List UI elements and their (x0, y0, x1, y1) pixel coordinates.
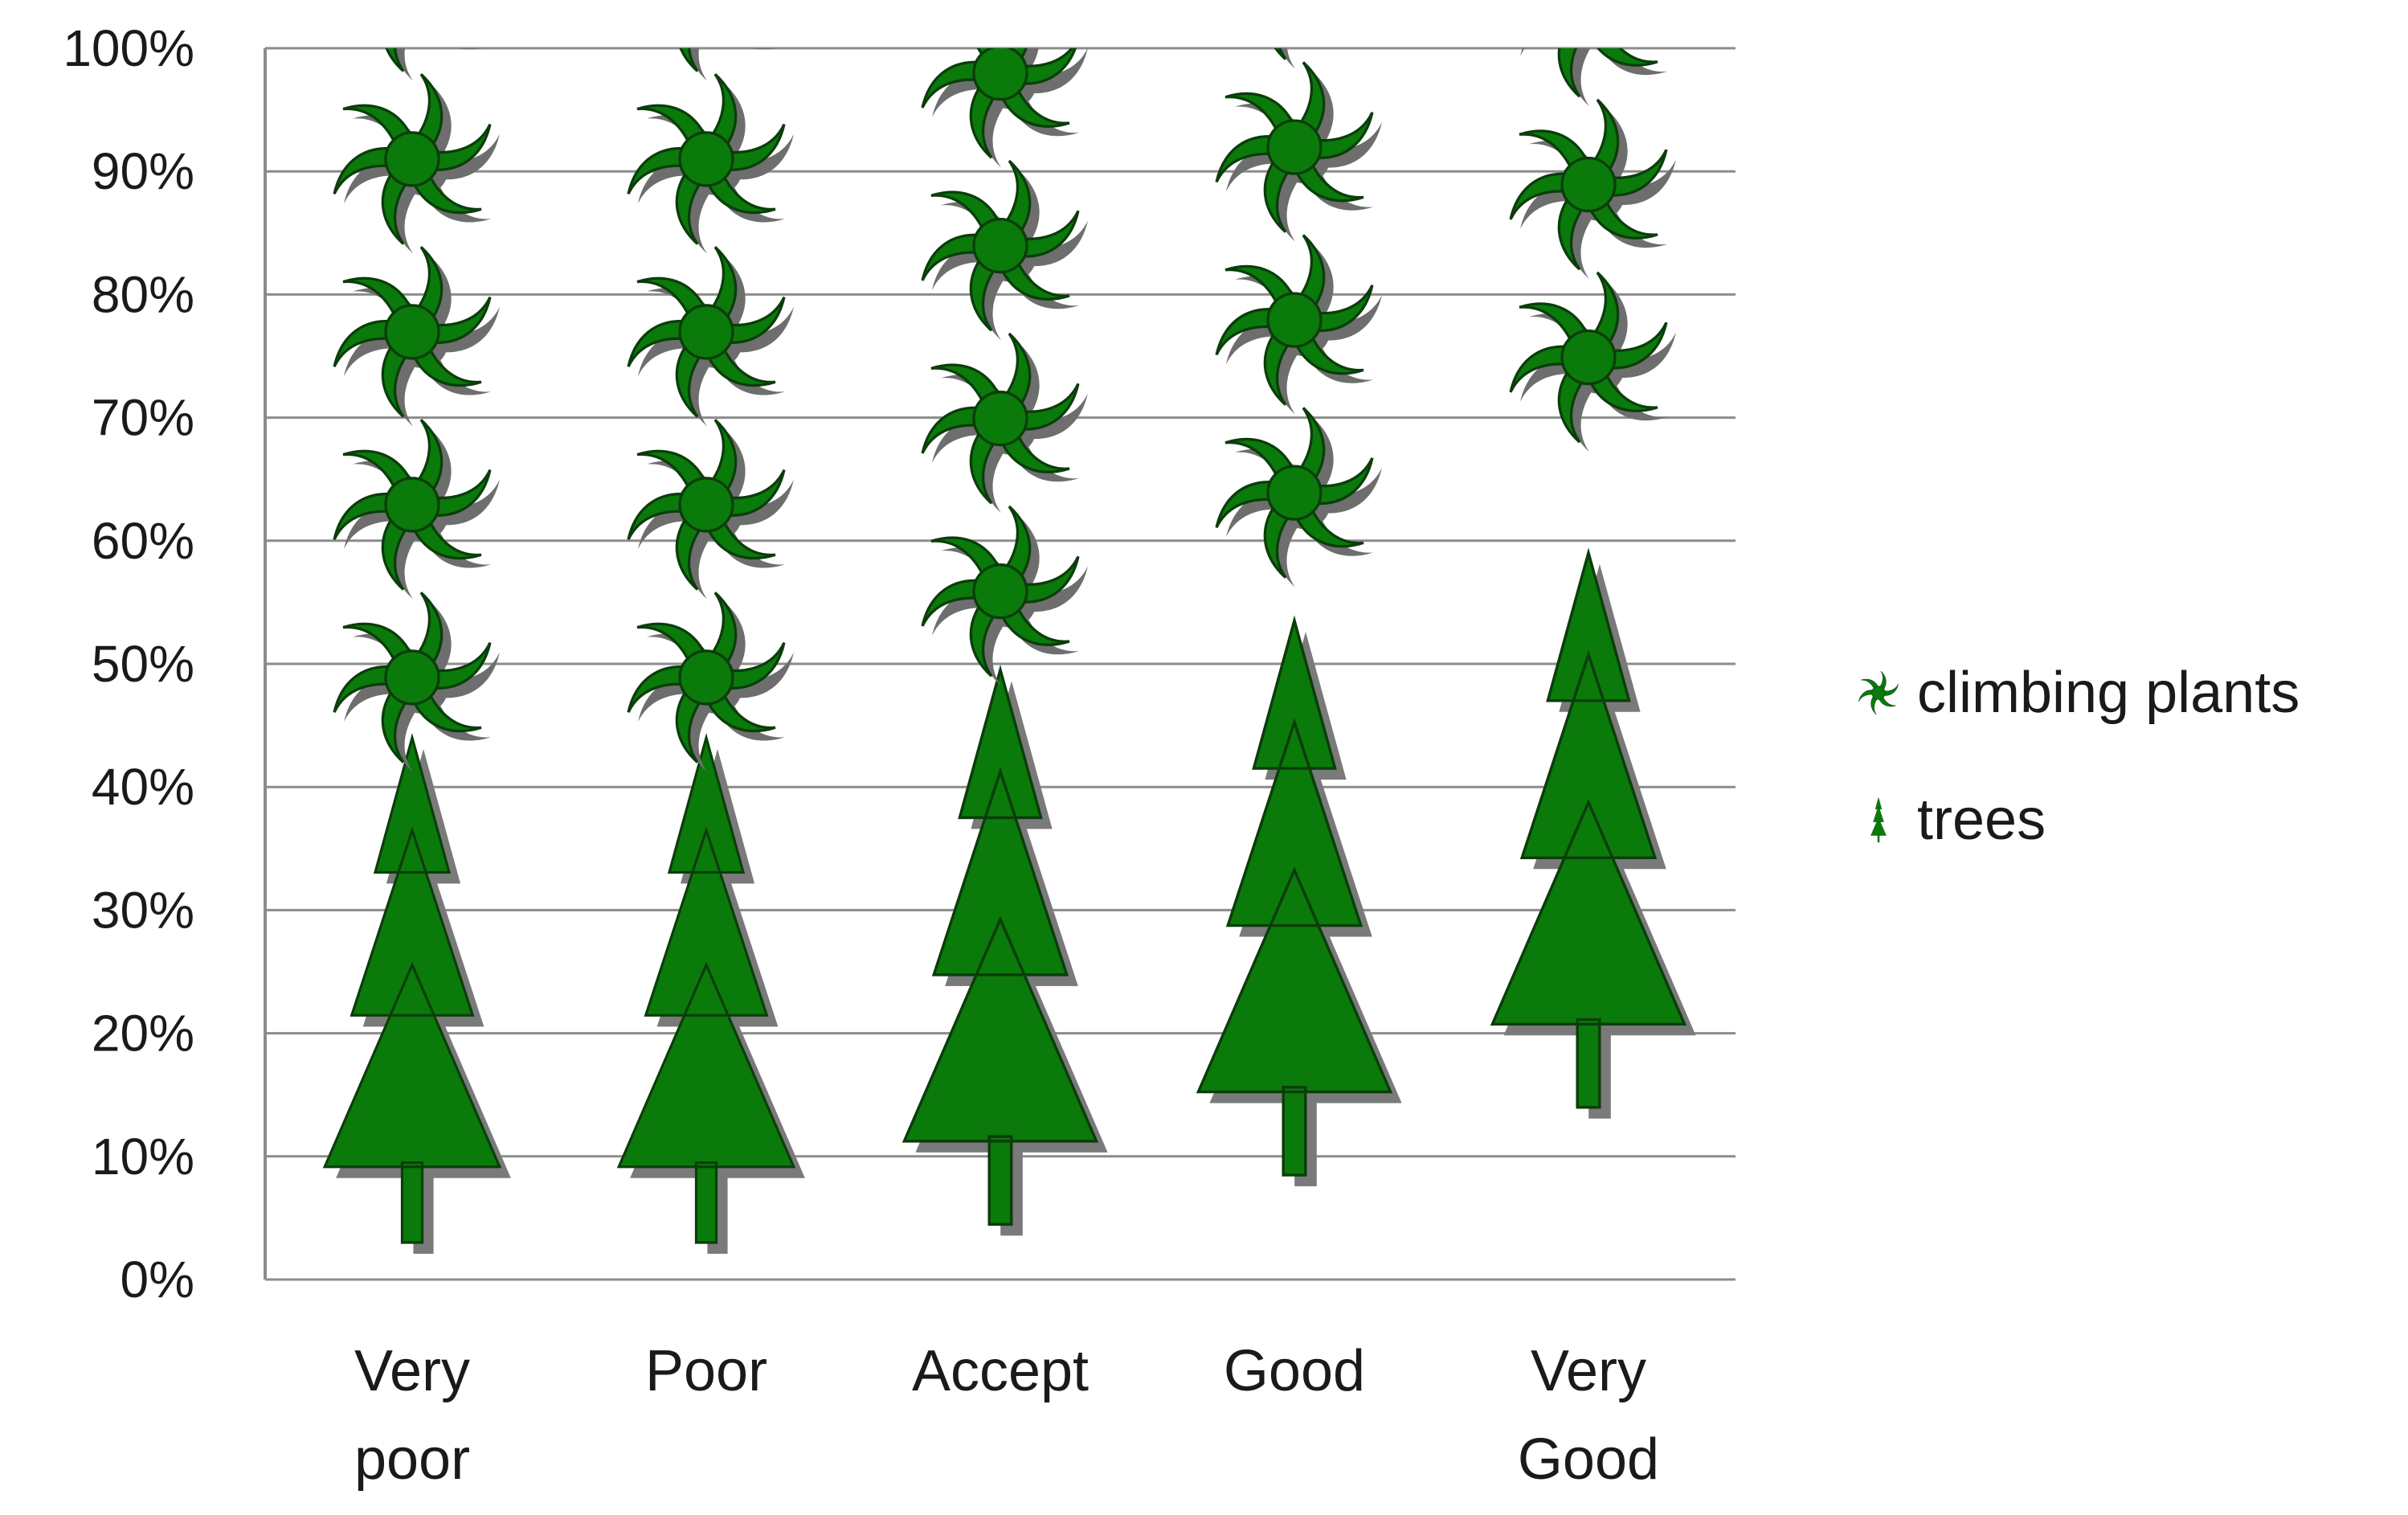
climbing-plant-shadow (1510, 0, 1686, 106)
x-tick-label: Poor (645, 1339, 767, 1403)
legend-climbing-plant-icon (1856, 671, 1901, 715)
tree-bar (617, 736, 795, 1244)
x-axis-labels: Very poor Poor Accept Good Very Good (354, 1339, 1659, 1492)
y-tick-label: 100% (63, 19, 194, 77)
tree-bar (1198, 620, 1390, 1175)
y-tick-label: 70% (92, 389, 194, 447)
y-tick-label: 40% (92, 758, 194, 816)
tree-bar (1492, 553, 1684, 1108)
x-tick-label: Good (1518, 1427, 1659, 1492)
y-tick-label: 0% (121, 1251, 195, 1308)
legend: climbing plants trees (1856, 661, 2300, 852)
legend-label: climbing plants (1917, 661, 2300, 725)
tree-bar (902, 668, 1098, 1226)
climbing-plant-shadow (1216, 0, 1392, 69)
climbing-plant-icon (618, 0, 795, 72)
y-tick-label: 50% (92, 635, 194, 693)
climbing-plant-icon (324, 0, 501, 72)
y-tick-label: 60% (92, 512, 194, 570)
x-tick-label: Good (1224, 1339, 1365, 1403)
x-tick-label: Accept (912, 1339, 1089, 1403)
y-tick-label: 20% (92, 1005, 194, 1063)
climbing-plant-shadow (333, 0, 510, 81)
x-tick-label: poor (354, 1427, 470, 1492)
climbing-plant-icon (1206, 0, 1383, 59)
y-tick-label: 10% (92, 1128, 194, 1185)
tree-bar (323, 736, 501, 1244)
legend-tree-icon (1870, 796, 1887, 843)
pictograph-bars (323, 0, 1696, 1254)
x-tick-label: Very (1531, 1339, 1646, 1403)
y-tick-label: 30% (92, 881, 194, 939)
y-tick-label: 80% (92, 265, 194, 323)
x-tick-label: Very (354, 1339, 470, 1403)
y-axis: 0% 10% 20% 30% 40% 50% 60% 70% 80% 90% 100% (63, 19, 267, 1308)
legend-label: trees (1917, 788, 2046, 852)
y-tick-label: 90% (92, 142, 194, 200)
climbing-plant-shadow (628, 0, 804, 81)
